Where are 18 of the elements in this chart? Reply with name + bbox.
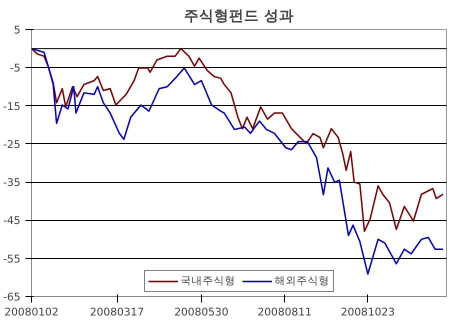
x-tick-label: 20080102: [4, 306, 59, 318]
y-tick-label: -55: [3, 252, 20, 266]
x-tick-label: 20080811: [257, 306, 312, 318]
y-tick-label: -45: [3, 214, 20, 228]
y-tick-label: -5: [10, 62, 21, 75]
y-tick-label: -65: [3, 290, 20, 304]
y-tick-label: -25: [3, 138, 20, 151]
legend-label: 해외주식형: [274, 274, 330, 288]
legend-label: 국내주식형: [180, 274, 236, 288]
line-series: [32, 48, 444, 275]
x-tick-label: 20080530: [174, 306, 229, 318]
line-series: [32, 48, 444, 232]
chart-title: 주식형펀드 성과: [184, 8, 294, 24]
y-tick-label: 5: [14, 24, 20, 36]
x-tick-label: 20081023: [340, 306, 395, 318]
x-tick-label: 20080317: [90, 306, 144, 318]
y-tick-label: -35: [3, 176, 20, 190]
y-tick-label: -15: [3, 100, 20, 113]
